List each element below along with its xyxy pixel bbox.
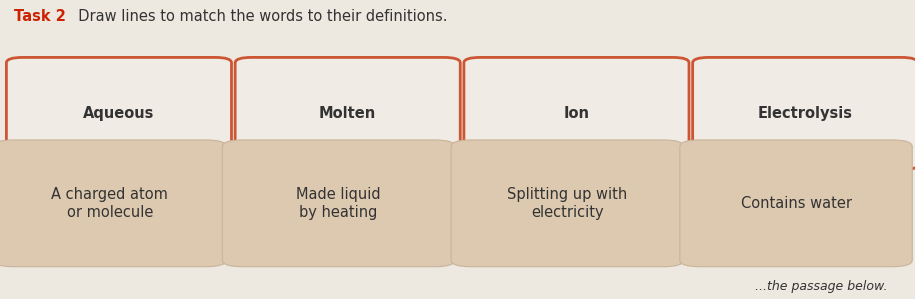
Text: Electrolysis: Electrolysis bbox=[758, 106, 853, 121]
FancyBboxPatch shape bbox=[451, 140, 684, 267]
FancyBboxPatch shape bbox=[0, 140, 226, 267]
FancyBboxPatch shape bbox=[680, 140, 912, 267]
FancyBboxPatch shape bbox=[6, 57, 231, 170]
Text: Splitting up with
electricity: Splitting up with electricity bbox=[507, 187, 628, 219]
FancyBboxPatch shape bbox=[693, 57, 915, 170]
Text: Molten: Molten bbox=[319, 106, 376, 121]
FancyBboxPatch shape bbox=[235, 57, 460, 170]
Text: ...the passage below.: ...the passage below. bbox=[755, 280, 888, 293]
Text: Draw lines to match the words to their definitions.: Draw lines to match the words to their d… bbox=[69, 9, 447, 24]
Text: Aqueous: Aqueous bbox=[83, 106, 155, 121]
Text: Ion: Ion bbox=[564, 106, 589, 121]
FancyBboxPatch shape bbox=[464, 57, 689, 170]
Text: Task 2: Task 2 bbox=[14, 9, 66, 24]
Text: Made liquid
by heating: Made liquid by heating bbox=[296, 187, 381, 219]
Text: Contains water: Contains water bbox=[740, 196, 852, 211]
Text: A charged atom
or molecule: A charged atom or molecule bbox=[51, 187, 168, 219]
FancyBboxPatch shape bbox=[222, 140, 455, 267]
